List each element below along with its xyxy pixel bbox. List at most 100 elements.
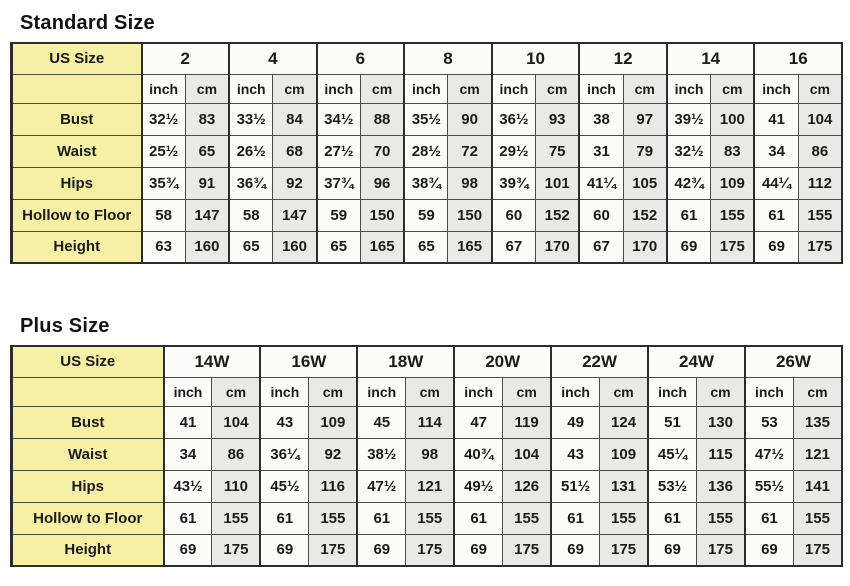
measurement-cm-cell: 121 (405, 469, 455, 503)
measurement-inch-cell: 59 (315, 198, 361, 232)
measurement-inch-cell: 49 (550, 405, 601, 439)
unit-header-cm: cm (359, 73, 405, 104)
measurement-cm-cell: 160 (272, 230, 318, 264)
size-header: 26W (743, 345, 843, 378)
unit-header-cm: cm (405, 376, 455, 407)
unit-header-inch: inch (647, 376, 697, 407)
unit-header-cm: cm (308, 376, 358, 407)
measurement-cm-cell: 155 (710, 198, 755, 232)
measurement-row: Hips 35¾ 91 36¾ 92 37¾ 96 38¾ 98 39¾ 101 41¼ 105 42¾ 1… (11, 166, 843, 200)
measurement-inch-cell: 61 (162, 501, 213, 535)
measurement-cm-cell: 101 (535, 166, 580, 200)
measurement-cm-cell: 155 (211, 501, 261, 535)
unit-header-row: inch cm inch cm inch cm inch cm inch cm inch cm inch… (11, 376, 843, 407)
measurement-row: Hollow to Floor 61 155 61 155 61 155 61 155 61 155… (11, 501, 843, 535)
measurement-inch-cell: 51 (647, 405, 697, 439)
measurement-inch-cell: 69 (743, 533, 794, 567)
unit-header-cm: cm (695, 376, 746, 407)
unit-header-inch: inch (140, 73, 186, 104)
row-label: Hips (11, 469, 164, 503)
measurement-inch-cell: 34 (753, 134, 799, 168)
measurement-cm-cell: 175 (797, 230, 843, 264)
measurement-inch-cell: 36¼ (259, 437, 310, 471)
row-label: Waist (11, 134, 142, 168)
measurement-inch-cell: 35¾ (140, 166, 186, 200)
plus-size-section: Plus Size US Size 14W 16W 18W 20W 22W 24W 26W in… (10, 314, 843, 567)
measurement-cm-cell: 152 (622, 198, 668, 232)
measurement-cm-cell: 110 (211, 469, 261, 503)
size-header-row: US Size 14W 16W 18W 20W 22W 24W 26W (11, 345, 843, 378)
measurement-inch-cell: 65 (228, 230, 274, 264)
unit-header-cm: cm (272, 73, 318, 104)
measurement-inch-cell: 58 (140, 198, 186, 232)
measurement-inch-cell: 41¼ (578, 166, 624, 200)
measurement-row: Waist 25½ 65 26½ 68 27½ 70 28½ 72 29½ 75 31 79 32½ 83 3… (11, 134, 843, 168)
unit-header-inch: inch (315, 73, 361, 104)
standard-size-section: Standard Size US Size 2 4 6 8 10 12 14 16 inch cm i… (10, 11, 843, 264)
measurement-cm-cell: 96 (359, 166, 405, 200)
measurement-inch-cell: 69 (550, 533, 601, 567)
us-size-corner-label: US Size (11, 42, 142, 75)
unit-header-inch: inch (453, 376, 504, 407)
measurement-cm-cell: 112 (797, 166, 843, 200)
measurement-cm-cell: 126 (502, 469, 552, 503)
measurement-cm-cell: 109 (308, 405, 358, 439)
measurement-inch-cell: 55½ (743, 469, 794, 503)
measurement-cm-cell: 152 (535, 198, 580, 232)
measurement-cm-cell: 104 (797, 102, 843, 136)
measurement-cm-cell: 90 (447, 102, 493, 136)
measurement-cm-cell: 165 (447, 230, 493, 264)
measurement-inch-cell: 61 (753, 198, 799, 232)
measurement-cm-cell: 114 (405, 405, 455, 439)
measurement-cm-cell: 100 (710, 102, 755, 136)
measurement-inch-cell: 61 (550, 501, 601, 535)
measurement-inch-cell: 58 (228, 198, 274, 232)
measurement-inch-cell: 27½ (315, 134, 361, 168)
measurement-inch-cell: 32½ (665, 134, 712, 168)
measurement-cm-cell: 84 (272, 102, 318, 136)
measurement-cm-cell: 91 (184, 166, 230, 200)
measurement-row: Hollow to Floor 58 147 58 147 59 150 59 150 60 152… (11, 198, 843, 232)
measurement-inch-cell: 31 (578, 134, 624, 168)
measurement-cm-cell: 155 (797, 198, 843, 232)
size-header: 16 (753, 42, 843, 75)
measurement-inch-cell: 47 (453, 405, 504, 439)
measurement-inch-cell: 59 (403, 198, 449, 232)
measurement-inch-cell: 37¾ (315, 166, 361, 200)
measurement-inch-cell: 25½ (140, 134, 186, 168)
measurement-inch-cell: 67 (578, 230, 624, 264)
size-chart-page: Standard Size US Size 2 4 6 8 10 12 14 16 inch cm i… (10, 11, 843, 567)
measurement-cm-cell: 147 (184, 198, 230, 232)
measurement-row: Height 63 160 65 160 65 165 65 165 67 170 67 170 69 17… (11, 230, 843, 264)
measurement-cm-cell: 104 (502, 437, 552, 471)
row-label: Waist (11, 437, 164, 471)
measurement-cm-cell: 130 (695, 405, 746, 439)
measurement-inch-cell: 38¾ (403, 166, 449, 200)
measurement-cm-cell: 115 (695, 437, 746, 471)
measurement-inch-cell: 65 (315, 230, 361, 264)
measurement-cm-cell: 98 (405, 437, 455, 471)
size-header: 14W (162, 345, 261, 378)
unit-header-cm: cm (211, 376, 261, 407)
measurement-inch-cell: 43 (259, 405, 310, 439)
measurement-cm-cell: 175 (792, 533, 843, 567)
measurement-inch-cell: 53 (743, 405, 794, 439)
measurement-cm-cell: 104 (211, 405, 261, 439)
measurement-cm-cell: 170 (535, 230, 580, 264)
measurement-inch-cell: 34½ (315, 102, 361, 136)
measurement-inch-cell: 29½ (490, 134, 537, 168)
measurement-inch-cell: 47½ (743, 437, 794, 471)
measurement-cm-cell: 83 (710, 134, 755, 168)
measurement-inch-cell: 39¾ (490, 166, 537, 200)
unit-header-inch: inch (259, 376, 310, 407)
units-corner-empty-cell (11, 376, 164, 407)
measurement-inch-cell: 44¼ (753, 166, 799, 200)
measurement-cm-cell: 109 (599, 437, 649, 471)
measurement-inch-cell: 69 (162, 533, 213, 567)
measurement-cm-cell: 131 (599, 469, 649, 503)
size-header: 18W (356, 345, 455, 378)
measurement-cm-cell: 175 (599, 533, 649, 567)
measurement-cm-cell: 65 (184, 134, 230, 168)
unit-header-cm: cm (447, 73, 493, 104)
measurement-cm-cell: 92 (308, 437, 358, 471)
